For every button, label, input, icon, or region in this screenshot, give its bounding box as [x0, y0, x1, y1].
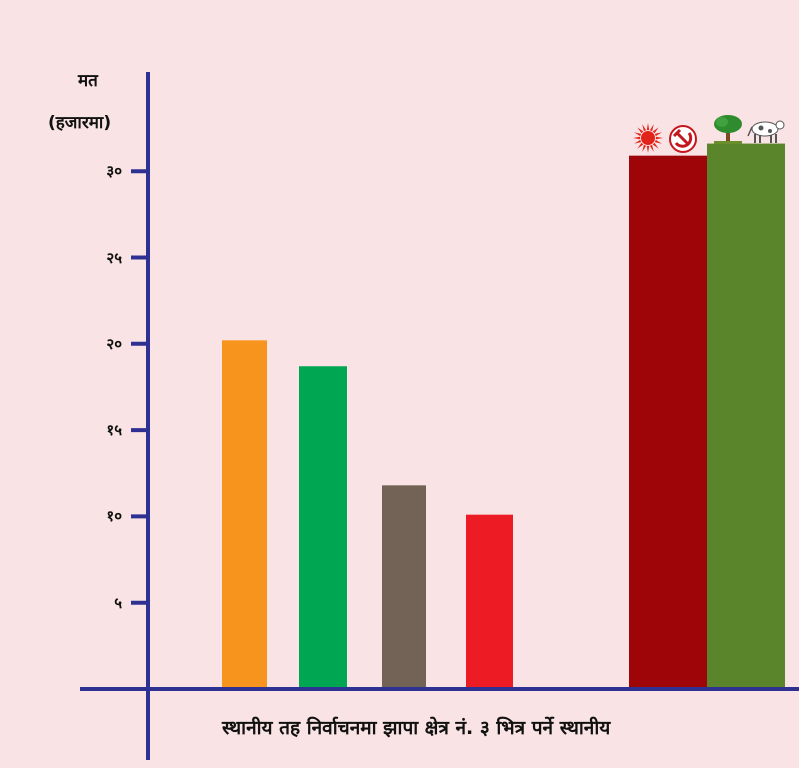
- y-tick-label: ३०: [106, 162, 122, 181]
- y-tick-label: २५: [106, 248, 122, 267]
- bar-5: [629, 155, 707, 689]
- y-tick-label: २०: [106, 334, 122, 353]
- x-axis-caption: स्थानीय तह निर्वाचनमा झापा क्षेत्र नं. ३…: [222, 717, 611, 739]
- y-tick-label: ५: [114, 593, 122, 612]
- y-axis-title-line2: (हजारमा): [48, 113, 112, 133]
- hammer-sickle-icon: [669, 125, 697, 153]
- y-tick-label: १५: [106, 421, 122, 440]
- sun-icon: [633, 123, 663, 153]
- bar-4: [466, 514, 513, 689]
- cow-icon: [747, 120, 785, 143]
- y-axis-title-line1: मत: [78, 71, 98, 91]
- y-tick-label: १०: [106, 507, 122, 526]
- bar-6: [707, 143, 785, 690]
- bar-2: [299, 366, 347, 689]
- tree-icon: [714, 115, 742, 144]
- bar-3: [382, 485, 426, 689]
- bar-1: [222, 340, 267, 689]
